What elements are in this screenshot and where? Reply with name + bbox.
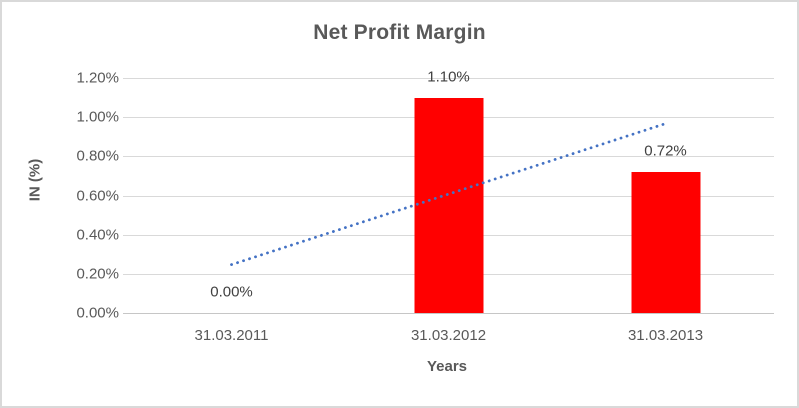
y-tick-label: 0.60% [76,187,119,204]
y-axis-title: IN (%) [26,158,44,202]
y-tick-label: 1.20% [76,69,119,87]
bar-31.03.2012 [414,97,483,313]
y-tick-label: 0.20% [76,265,119,283]
x-tick-label: 31.03.2013 [627,327,704,344]
x-tick-label: 31.03.2011 [194,327,269,344]
y-tick-label: 0.40% [76,226,119,244]
bar-31.03.2013 [631,172,700,313]
data-label: 0.00% [210,283,253,301]
y-tick-label: 0.80% [76,147,119,165]
y-tick-label: 1.00% [76,108,119,126]
gridline [123,78,774,79]
x-tick-label: 31.03.2012 [410,327,487,344]
x-axis-title: Years [426,358,468,375]
x-axis-line [123,313,774,314]
chart-title: Net Profit Margin [313,21,486,44]
data-label: 1.10% [427,68,470,86]
y-tick-label: 0.00% [76,304,119,322]
data-label: 0.72% [644,142,687,160]
plot-area [123,78,774,314]
